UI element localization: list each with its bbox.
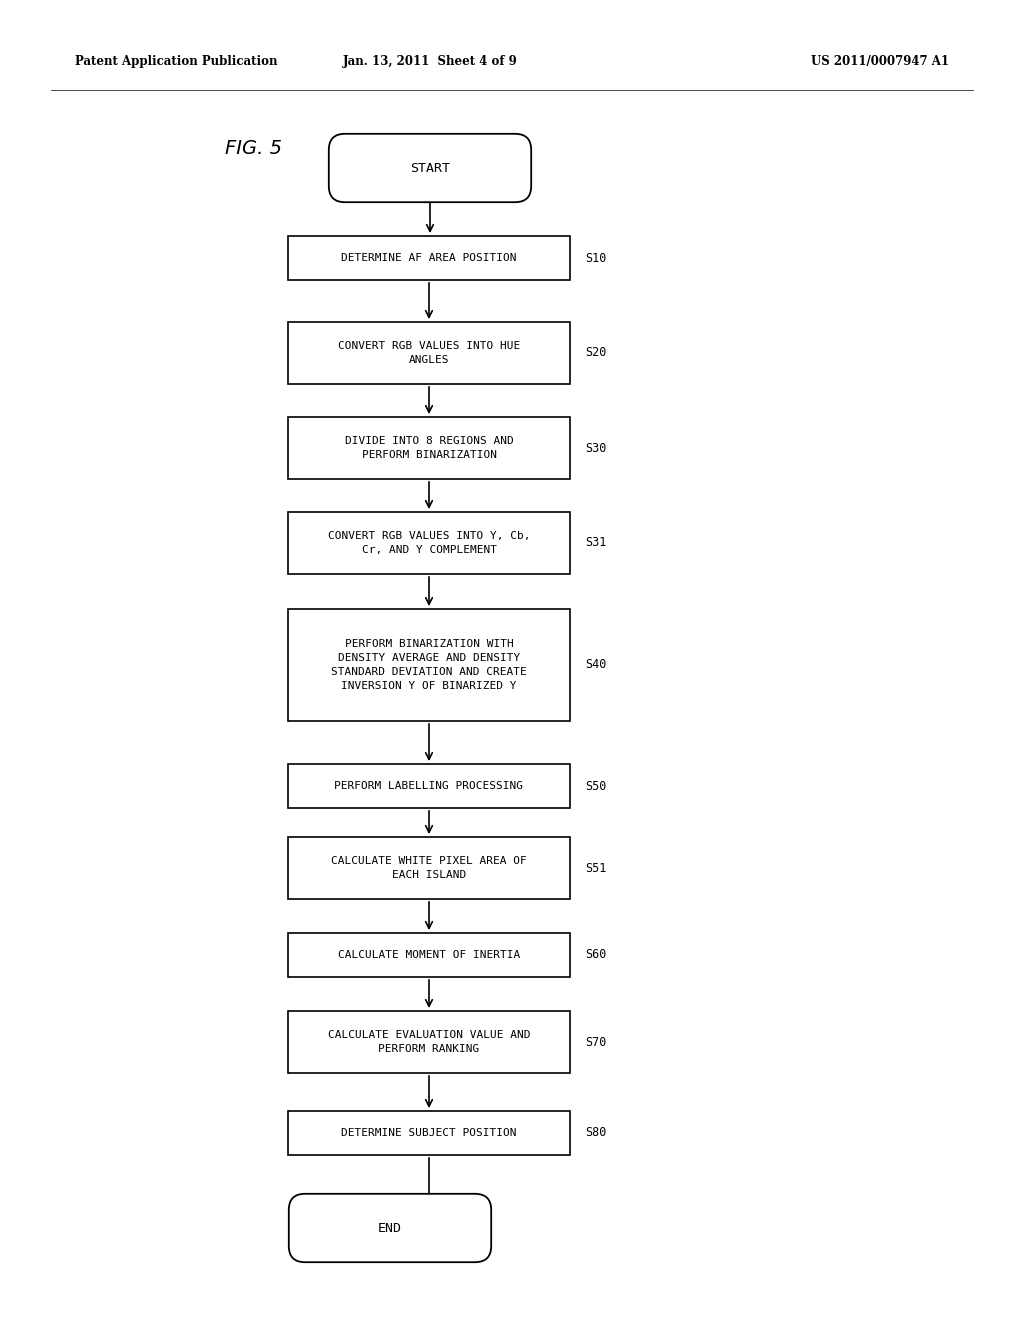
Bar xyxy=(288,512,570,574)
Text: S30: S30 xyxy=(585,441,606,454)
Bar xyxy=(288,609,570,721)
Text: Jan. 13, 2011  Sheet 4 of 9: Jan. 13, 2011 Sheet 4 of 9 xyxy=(343,55,517,69)
Text: CONVERT RGB VALUES INTO HUE
ANGLES: CONVERT RGB VALUES INTO HUE ANGLES xyxy=(338,341,520,366)
Bar xyxy=(288,933,570,977)
Text: S51: S51 xyxy=(585,862,606,874)
Bar xyxy=(288,417,570,479)
Text: CALCULATE EVALUATION VALUE AND
PERFORM RANKING: CALCULATE EVALUATION VALUE AND PERFORM R… xyxy=(328,1030,530,1053)
Text: S60: S60 xyxy=(585,949,606,961)
Text: S10: S10 xyxy=(585,252,606,264)
Text: PERFORM BINARIZATION WITH
DENSITY AVERAGE AND DENSITY
STANDARD DEVIATION AND CRE: PERFORM BINARIZATION WITH DENSITY AVERAG… xyxy=(331,639,527,690)
Text: S80: S80 xyxy=(585,1126,606,1139)
Text: S40: S40 xyxy=(585,659,606,672)
Text: S50: S50 xyxy=(585,780,606,792)
Bar xyxy=(288,837,570,899)
Text: PERFORM LABELLING PROCESSING: PERFORM LABELLING PROCESSING xyxy=(335,781,523,791)
Text: DETERMINE AF AREA POSITION: DETERMINE AF AREA POSITION xyxy=(341,253,517,263)
Text: CALCULATE MOMENT OF INERTIA: CALCULATE MOMENT OF INERTIA xyxy=(338,950,520,960)
Bar xyxy=(288,236,570,280)
Bar xyxy=(288,1011,570,1073)
Text: S20: S20 xyxy=(585,346,606,359)
Bar xyxy=(288,764,570,808)
Text: END: END xyxy=(378,1221,402,1234)
FancyBboxPatch shape xyxy=(289,1193,492,1262)
Bar xyxy=(288,322,570,384)
Bar xyxy=(288,1111,570,1155)
Text: DIVIDE INTO 8 REGIONS AND
PERFORM BINARIZATION: DIVIDE INTO 8 REGIONS AND PERFORM BINARI… xyxy=(345,436,513,459)
Text: FIG. 5: FIG. 5 xyxy=(225,139,282,157)
Text: DETERMINE SUBJECT POSITION: DETERMINE SUBJECT POSITION xyxy=(341,1129,517,1138)
Text: START: START xyxy=(410,161,450,174)
Text: US 2011/0007947 A1: US 2011/0007947 A1 xyxy=(811,55,949,69)
Text: CONVERT RGB VALUES INTO Y, Cb,
Cr, AND Y COMPLEMENT: CONVERT RGB VALUES INTO Y, Cb, Cr, AND Y… xyxy=(328,531,530,554)
Text: S31: S31 xyxy=(585,536,606,549)
Text: CALCULATE WHITE PIXEL AREA OF
EACH ISLAND: CALCULATE WHITE PIXEL AREA OF EACH ISLAN… xyxy=(331,855,527,880)
Text: S70: S70 xyxy=(585,1035,606,1048)
Text: Patent Application Publication: Patent Application Publication xyxy=(75,55,278,69)
FancyBboxPatch shape xyxy=(329,133,531,202)
